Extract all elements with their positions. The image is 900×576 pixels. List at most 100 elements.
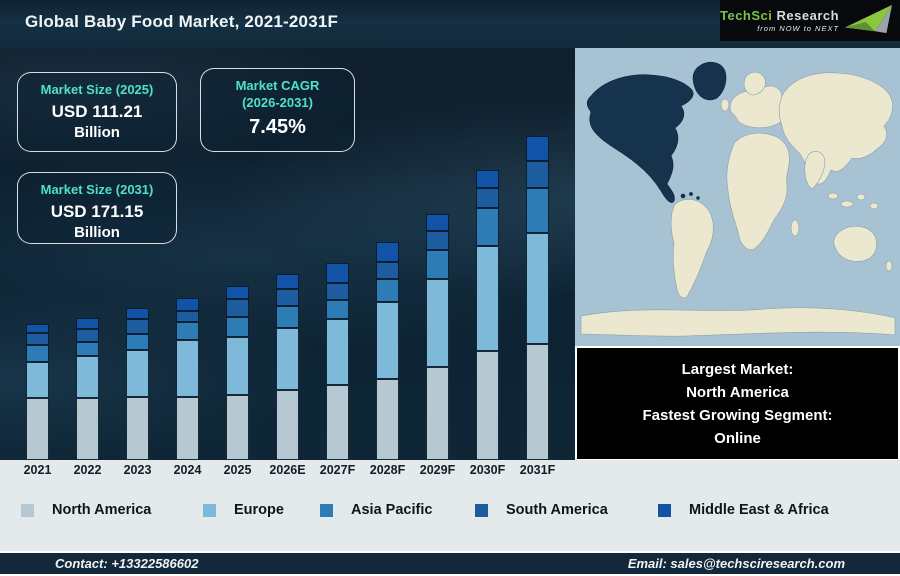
- bar-2024: [176, 298, 199, 460]
- bar-segment-south-america: [526, 161, 549, 188]
- region-caribbean-2: [689, 192, 693, 196]
- continent-australia: [833, 225, 877, 262]
- x-axis-label-2029f: 2029F: [419, 463, 456, 477]
- bar-segment-europe: [376, 302, 399, 379]
- bar-segment-south-america: [476, 188, 499, 208]
- bar-segment-south-america: [426, 231, 449, 250]
- bar-segment-asia-pacific: [276, 306, 299, 328]
- legend-swatch-asia-pacific: [320, 503, 333, 517]
- info-box-label: Market CAGR: [235, 78, 320, 93]
- x-axis-label-2027f: 2027F: [319, 463, 356, 477]
- chart-panel: Market Size (2025) USD 111.21 Billion Ma…: [0, 48, 575, 460]
- bar-segment-north-america: [476, 351, 499, 460]
- bar-segment-middle-east-africa: [526, 136, 549, 161]
- callout-line-2: North America: [686, 383, 789, 401]
- bar-segment-asia-pacific: [326, 300, 349, 319]
- bar-segment-middle-east-africa: [26, 324, 49, 333]
- region-se-asia-4: [869, 202, 879, 210]
- bar-2031f: [526, 136, 549, 460]
- legend-item-middle-east-africa: Middle East & Africa: [658, 502, 829, 518]
- region-new-zealand: [885, 260, 893, 272]
- bar-segment-north-america: [176, 397, 199, 460]
- x-axis-label-2028f: 2028F: [369, 463, 406, 477]
- continent-africa: [726, 132, 790, 250]
- bar-segment-europe: [26, 362, 49, 398]
- bar-2021: [26, 324, 49, 460]
- bar-2026e: [276, 274, 299, 460]
- bar-segment-asia-pacific: [476, 208, 499, 246]
- bar-segment-europe: [126, 350, 149, 397]
- x-axis-label-2030f: 2030F: [469, 463, 506, 477]
- bar-segment-europe: [426, 279, 449, 367]
- callout-line-3: Fastest Growing Segment:: [642, 406, 833, 424]
- bar-2029f: [426, 214, 449, 460]
- bars-container: [0, 48, 575, 460]
- bar-segment-north-america: [276, 390, 299, 460]
- info-box-market-cagr: Market CAGR (2026-2031) 7.45%: [200, 68, 355, 152]
- legend-label-south-america: South America: [506, 502, 608, 518]
- info-box-label-2: (2026-2031): [242, 95, 313, 110]
- logo-part-techsci: TechSci: [720, 8, 773, 23]
- x-axis-label-2024: 2024: [173, 463, 202, 477]
- info-box-label: Market Size (2031): [40, 182, 154, 197]
- bottom-strip: 2021 2022 2023 2024 2025 2026E 2027F 2028F 2029F…: [0, 460, 900, 553]
- bar-segment-asia-pacific: [426, 250, 449, 279]
- bar-segment-south-america: [376, 262, 399, 279]
- region-greenland-highlight: [692, 62, 727, 101]
- region-uk: [720, 98, 730, 112]
- world-map-svg: [575, 48, 900, 346]
- bar-2022: [76, 318, 99, 460]
- bar-segment-europe: [176, 340, 199, 397]
- bar-segment-middle-east-africa: [276, 274, 299, 289]
- bar-2030f: [476, 170, 499, 460]
- footer-contact: Contact: +13322586602: [55, 556, 199, 571]
- info-box-unit: Billion: [74, 124, 120, 141]
- logo-part-research: Research: [776, 8, 840, 23]
- bar-segment-middle-east-africa: [176, 298, 199, 311]
- continent-south-america: [670, 199, 714, 299]
- bar-segment-middle-east-africa: [426, 214, 449, 231]
- region-scandinavia: [743, 71, 766, 96]
- region-caribbean-3: [696, 196, 700, 200]
- legend-item-europe: Europe: [203, 502, 284, 518]
- world-map: [575, 48, 900, 346]
- info-box-value: USD 111.21: [51, 102, 143, 121]
- bar-segment-south-america: [76, 329, 99, 342]
- bar-segment-europe: [326, 319, 349, 385]
- x-axis-label-2022: 2022: [73, 463, 102, 477]
- bar-segment-south-america: [326, 283, 349, 300]
- bar-segment-asia-pacific: [76, 342, 99, 356]
- bar-segment-north-america: [26, 398, 49, 460]
- legend-label-middle-east-africa: Middle East & Africa: [689, 502, 829, 518]
- bar-segment-asia-pacific: [126, 334, 149, 350]
- bar-segment-south-america: [26, 333, 49, 345]
- page-title: Global Baby Food Market, 2021-2031F: [25, 12, 339, 31]
- info-box-market-size-2031: Market Size (2031) USD 171.15 Billion: [17, 172, 177, 244]
- footer-bar: Contact: +13322586602 Email: sales@techs…: [0, 551, 900, 576]
- bar-segment-south-america: [276, 289, 299, 306]
- region-north-america-highlight: [586, 74, 694, 203]
- region-caribbean-1: [680, 193, 686, 199]
- bar-2025: [226, 286, 249, 460]
- info-box-market-size-2025: Market Size (2025) USD 111.21 Billion: [17, 72, 177, 152]
- bar-segment-north-america: [526, 344, 549, 460]
- bar-segment-middle-east-africa: [126, 308, 149, 319]
- bar-segment-asia-pacific: [376, 279, 399, 302]
- continent-antarctica: [580, 307, 896, 337]
- logo-tagline: from NOW to NEXT: [757, 24, 840, 33]
- bar-segment-north-america: [226, 395, 249, 460]
- footer-email: Email: sales@techsciresearch.com: [627, 556, 845, 571]
- legend-label-asia-pacific: Asia Pacific: [351, 502, 433, 518]
- x-axis-label-2025: 2025: [223, 463, 252, 477]
- callout-line-1: Largest Market:: [681, 360, 794, 378]
- bar-segment-south-america: [226, 299, 249, 317]
- bar-segment-middle-east-africa: [76, 318, 99, 329]
- x-axis-label-2031f: 2031F: [519, 463, 556, 477]
- bar-segment-europe: [276, 328, 299, 390]
- info-box-label: Market Size (2025): [40, 82, 154, 97]
- bar-segment-north-america: [376, 379, 399, 460]
- bar-2023: [126, 308, 149, 460]
- bar-segment-asia-pacific: [226, 317, 249, 337]
- region-india: [804, 151, 826, 190]
